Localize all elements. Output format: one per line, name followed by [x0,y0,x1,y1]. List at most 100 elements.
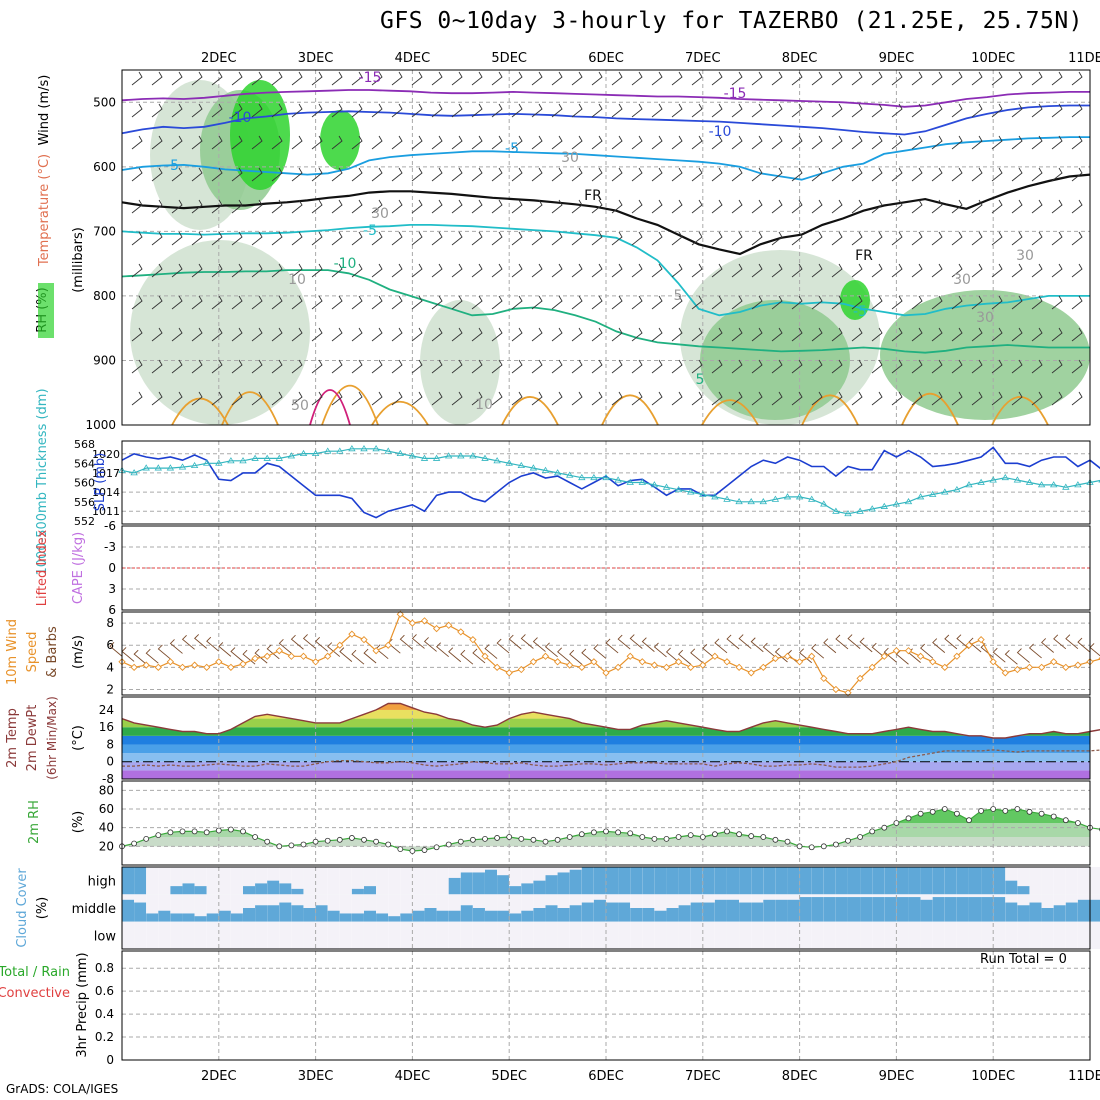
cloud-cell-bg [1041,921,1054,949]
wind-speed-marker [505,669,513,677]
wind-barb-mark [271,263,283,278]
wind-barb-mark [311,231,323,246]
wind-barb-mark [271,231,283,246]
cloud-cell-bg [218,867,231,895]
cloud-cell-bg [146,867,159,895]
rh-marker [494,835,501,841]
cloud-cell-middle [170,913,183,922]
wind-barb-mark [471,167,483,182]
wind-barb-mark [831,199,843,214]
wind-barb-10m [109,641,123,657]
wind-speed-marker [517,665,525,674]
wind-barb-mark [271,71,283,86]
cloud-cell-high [557,872,570,895]
wind-barb-mark [451,295,463,310]
cloud-cell-bg [581,921,594,949]
thickness-marker [1049,481,1058,488]
wind-barb-mark [831,231,843,246]
cloud-cell-bg [981,921,994,949]
wind-speed-marker [1025,663,1034,671]
cloud-cell-high [678,867,691,895]
slp-tick-label: 1017 [92,467,120,480]
contour-label: 10 [288,272,306,288]
rh-tick-label: 60 [99,802,114,816]
rh-marker [1050,813,1057,820]
wind-barb-10m [581,648,595,664]
wind-barb-mark [611,327,623,342]
rh-marker [324,837,331,844]
wind-barb-mark [1071,327,1083,342]
cloud-cell-middle [920,899,933,922]
wind-barb-mark [631,295,643,310]
wind-barb-mark [531,359,543,374]
wind-barb-mark [731,135,743,150]
rh-marker [433,844,440,851]
cloud-cell-bg [303,867,316,895]
contour-label: 30 [953,272,971,288]
cloud-cell-middle [364,910,377,922]
wind-barb-mark [291,231,303,246]
temp-band [122,753,1090,762]
cloud-cell-bg [194,921,207,949]
wind-barb-mark [511,71,523,86]
wind-barb-10m [835,634,849,650]
wind-barb-mark [651,231,663,246]
wind-barb-mark [1031,135,1043,150]
x-tick-top-label: 7DEC [685,51,721,66]
wind-speed-marker [299,652,308,660]
wind-barb-mark [611,135,623,150]
rh-marker [578,831,585,838]
temp-band [122,761,1090,771]
wind-barb-mark [891,359,903,374]
cloud-cell-high [993,867,1006,895]
cloud-cell-bg [327,921,340,949]
wind-barb-mark [871,71,883,86]
cloud-cell-high [581,867,594,895]
wind-barb-mark [631,103,643,118]
wind-barb-mark [751,103,763,118]
rh-marker [518,835,525,842]
rh-shading-region [130,240,310,425]
wind-barb-mark [591,327,603,342]
rh-marker [712,831,718,838]
cloud-cell-high [593,867,606,895]
y-label-temp-units: (°C) [71,725,86,751]
wind-barb-mark [811,359,823,374]
y-label-rh-units: (%) [71,811,86,834]
cloud-cell-high [533,880,546,895]
rh-marker [288,842,295,849]
thickness-marker [953,485,961,493]
wind-barb-mark [811,135,823,150]
wind-barb-mark [731,391,743,406]
cloud-cell-high [666,867,679,895]
wind-barb-mark [351,167,363,182]
x-tick-bottom-label: 8DEC [782,1069,818,1084]
cloud-cell-bg [1005,921,1018,949]
wind-barb-mark [311,167,323,182]
rh-marker [227,826,234,833]
cloud-cell-middle [158,910,171,922]
wind-barb-mark [351,135,363,150]
wind-barb-mark [691,71,703,86]
wind-barb-mark [831,327,843,342]
wind-barb-10m [472,648,486,664]
wind-barb-mark [491,103,503,118]
warm-isotherm-arc [501,396,559,426]
precip-tick-label: 0.6 [95,984,114,998]
wind-barb-mark [811,263,823,278]
cloud-cell-high [134,867,147,895]
wind-barb-mark [351,103,363,118]
wind-barb-mark [751,295,763,310]
wind-barb-10m [1065,634,1079,650]
thickness-marker [142,464,150,471]
cloud-cell-bg [1090,867,1100,895]
wind-barb-mark [411,167,423,182]
temp2m-frame [121,696,1091,780]
rh-marker [240,828,246,835]
wind-speed-marker [529,658,538,666]
contour-label: -15 [359,70,382,86]
thickness-marker [493,457,501,464]
wind-barb-mark [571,199,583,214]
warm-isotherm-arc [901,393,959,426]
wind-barb-mark [911,231,923,246]
